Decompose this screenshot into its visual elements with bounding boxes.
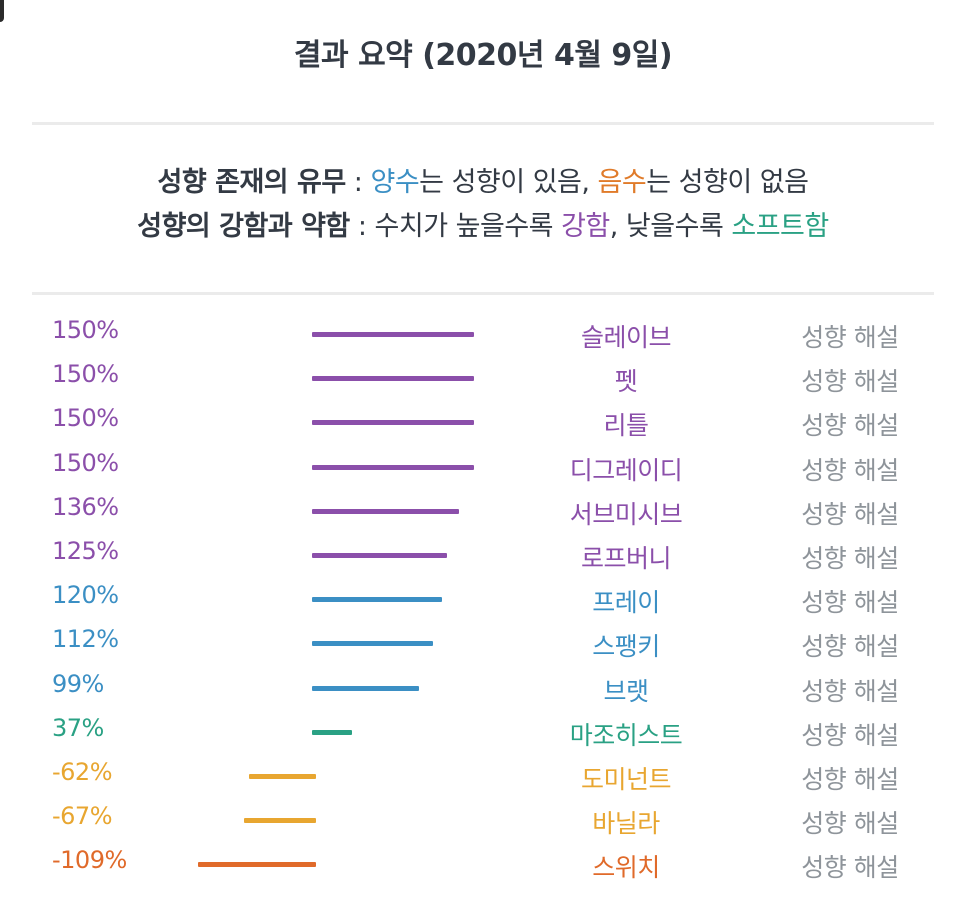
value-label: 125% — [52, 537, 119, 565]
chart-row: 150% 슬레이브 성향 해설 — [0, 312, 966, 356]
explain-link[interactable]: 성향 해설 — [801, 853, 899, 883]
frame-edge — [0, 0, 10, 904]
chart-rows: 150% 슬레이브 성향 해설 150% 펫 성향 해설 150% 리틀 성향 해설 150% 디그… — [0, 312, 966, 884]
bar — [312, 508, 459, 514]
chart-row: 37% 마조히스트 성향 해설 — [0, 710, 966, 754]
legend-positive-word: 양수 — [370, 167, 420, 198]
chart-row: 112% 스팽키 성향 해설 — [0, 621, 966, 665]
explain-link[interactable]: 성향 해설 — [801, 632, 899, 662]
chart-row: 150% 디그레이디 성향 해설 — [0, 445, 966, 489]
category-label[interactable]: 프레이 — [592, 588, 660, 618]
explain-link[interactable]: 성향 해설 — [801, 367, 899, 397]
category-label[interactable]: 바닐라 — [592, 809, 660, 839]
value-label: -109% — [52, 846, 127, 875]
category-label[interactable]: 스팽키 — [592, 632, 660, 662]
chart-row: -109% 스위치 성향 해설 — [0, 842, 966, 886]
explain-link[interactable]: 성향 해설 — [801, 809, 899, 839]
value-label: 150% — [52, 316, 119, 344]
explain-link[interactable]: 성향 해설 — [801, 411, 899, 441]
explain-link[interactable]: 성향 해설 — [801, 323, 899, 352]
chart-row: 99% 브랫 성향 해설 — [0, 666, 966, 710]
chart-row: 120% 프레이 성향 해설 — [0, 577, 966, 621]
legend-strength-sep: : — [349, 211, 375, 242]
chart-row: -67% 바닐라 성향 해설 — [0, 798, 966, 842]
chart-row: 125% 로프버니 성향 해설 — [0, 533, 966, 577]
explain-link[interactable]: 성향 해설 — [801, 676, 899, 706]
category-label[interactable]: 리틀 — [603, 411, 649, 441]
category-label[interactable]: 브랫 — [603, 676, 649, 706]
bar — [312, 464, 474, 470]
bar — [312, 685, 419, 691]
category-label[interactable]: 슬레이브 — [580, 323, 672, 352]
value-label: 150% — [52, 448, 119, 477]
category-label[interactable]: 펫 — [614, 367, 638, 397]
value-label: 120% — [52, 581, 119, 610]
bar — [312, 641, 433, 647]
explain-link[interactable]: 성향 해설 — [801, 588, 899, 618]
value-label: 112% — [52, 625, 119, 654]
explain-link[interactable]: 성향 해설 — [801, 455, 899, 485]
value-label: -67% — [52, 802, 113, 831]
bar — [312, 729, 352, 735]
legend-negative-text: 는 성향이 없음 — [646, 167, 809, 198]
category-label[interactable]: 로프버니 — [580, 544, 672, 573]
category-label[interactable]: 디그레이디 — [569, 455, 683, 485]
chart-row: 150% 펫 성향 해설 — [0, 356, 966, 400]
category-label[interactable]: 마조히스트 — [569, 720, 683, 750]
divider-middle — [32, 292, 934, 295]
explain-link[interactable]: 성향 해설 — [801, 765, 899, 794]
value-label: 150% — [52, 360, 119, 389]
chart-row: -62% 도미넌트 성향 해설 — [0, 754, 966, 798]
legend-soft-word: 소프트함 — [731, 211, 829, 242]
value-label: -62% — [52, 758, 113, 786]
explain-link[interactable]: 성향 해설 — [801, 720, 899, 750]
category-label[interactable]: 서브미시브 — [569, 499, 683, 529]
value-label: 136% — [52, 492, 119, 521]
explain-link[interactable]: 성향 해설 — [801, 544, 899, 573]
legend-strength-text2: , 낮을수록 — [609, 211, 732, 242]
bar — [312, 597, 442, 603]
legend-strong-word: 강함 — [561, 211, 610, 242]
legend-positive-text: 는 성향이 있음, — [419, 167, 598, 198]
legend-strength-label: 성향의 강함과 약함 — [137, 211, 350, 242]
value-label: 150% — [52, 404, 119, 433]
legend-existence: 성향 존재의 유무 : 양수는 성향이 있음, 음수는 성향이 없음 — [0, 160, 966, 199]
chart-row: 136% 서브미시브 성향 해설 — [0, 489, 966, 533]
bar — [312, 420, 474, 426]
legend-strength: 성향의 강함과 약함 : 수치가 높을수록 강함, 낮을수록 소프트함 — [0, 204, 966, 243]
bar — [312, 332, 474, 337]
category-label[interactable]: 스위치 — [592, 853, 660, 883]
legend-existence-label: 성향 존재의 유무 — [157, 167, 347, 198]
legend-negative-word: 음수 — [597, 167, 647, 198]
bar — [198, 862, 316, 868]
bar — [312, 553, 447, 558]
chart-row: 150% 리틀 성향 해설 — [0, 400, 966, 444]
page-title: 결과 요약 (2020년 4월 9일) — [293, 38, 673, 73]
bar — [249, 774, 316, 779]
value-label: 99% — [52, 669, 104, 698]
bar — [312, 376, 474, 382]
value-label: 37% — [52, 713, 104, 742]
bar — [243, 818, 316, 824]
divider-top — [32, 122, 934, 125]
explain-link[interactable]: 성향 해설 — [801, 499, 899, 529]
legend-existence-sep: : — [345, 167, 371, 198]
category-label[interactable]: 도미넌트 — [580, 765, 672, 794]
legend-strength-text1: 수치가 높을수록 — [374, 211, 562, 242]
